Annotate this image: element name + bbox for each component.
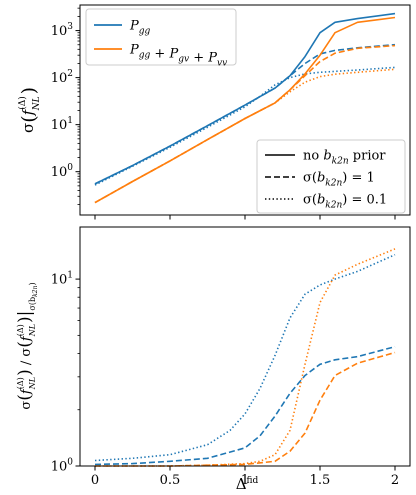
series-line-1-2 — [95, 351, 396, 467]
series-line-0-2 — [94, 66, 396, 186]
plot-frame — [79, 226, 411, 467]
x-tick-label: 0 — [91, 473, 99, 488]
y-tick-label: 102 — [51, 69, 73, 86]
legend-style-label-0: no bk2n prior — [303, 149, 386, 167]
legend-style-label-2: σ(bk2n) = 0.1 — [303, 193, 387, 211]
top-panel: 100 101 102 103 σ(f(Δ) NL) Pgg Pgg + Pgv + Pvv n… — [17, 4, 411, 220]
x-tick-label: 1.5 — [310, 473, 331, 488]
x-tick-label: 1 — [241, 473, 249, 488]
y-axis-label-top: σ(f(Δ) NL) — [17, 87, 42, 133]
series-line-1-1 — [94, 253, 396, 462]
series-line-1-0 — [94, 345, 396, 466]
x-tick-label: 2 — [391, 473, 399, 488]
x-axis-label: Δfid — [236, 475, 259, 493]
legend-label-0: Pgg — [129, 19, 151, 37]
legend-style-label-1: σ(bk2n) = 1 — [303, 171, 375, 189]
bottom-panel: 100 101 0 0.5 1 1.5 2 σ(f(Δ) NL) / σ(f(Δ) NL)|σ(b… — [15, 226, 411, 493]
y-tick-label: 100 — [51, 458, 74, 475]
x-tick-label: 0.5 — [160, 473, 181, 488]
y-tick-label: 101 — [51, 271, 73, 288]
y-tick-label: 100 — [51, 163, 74, 180]
y-tick-label: 101 — [51, 116, 73, 133]
legend-style-box — [256, 139, 406, 214]
series-line-0-3 — [94, 16, 396, 204]
series-line-1-3 — [95, 248, 396, 467]
series-line-0-1 — [94, 43, 396, 185]
legend-series-box — [85, 8, 237, 66]
y-tick-label: 103 — [51, 22, 74, 39]
legend-label-1: Pgg + Pgv + Pvv — [129, 43, 227, 69]
y-axis-label-bottom: σ(f(Δ) NL) / σ(f(Δ) NL)|σ(bk2n) — [15, 282, 39, 409]
